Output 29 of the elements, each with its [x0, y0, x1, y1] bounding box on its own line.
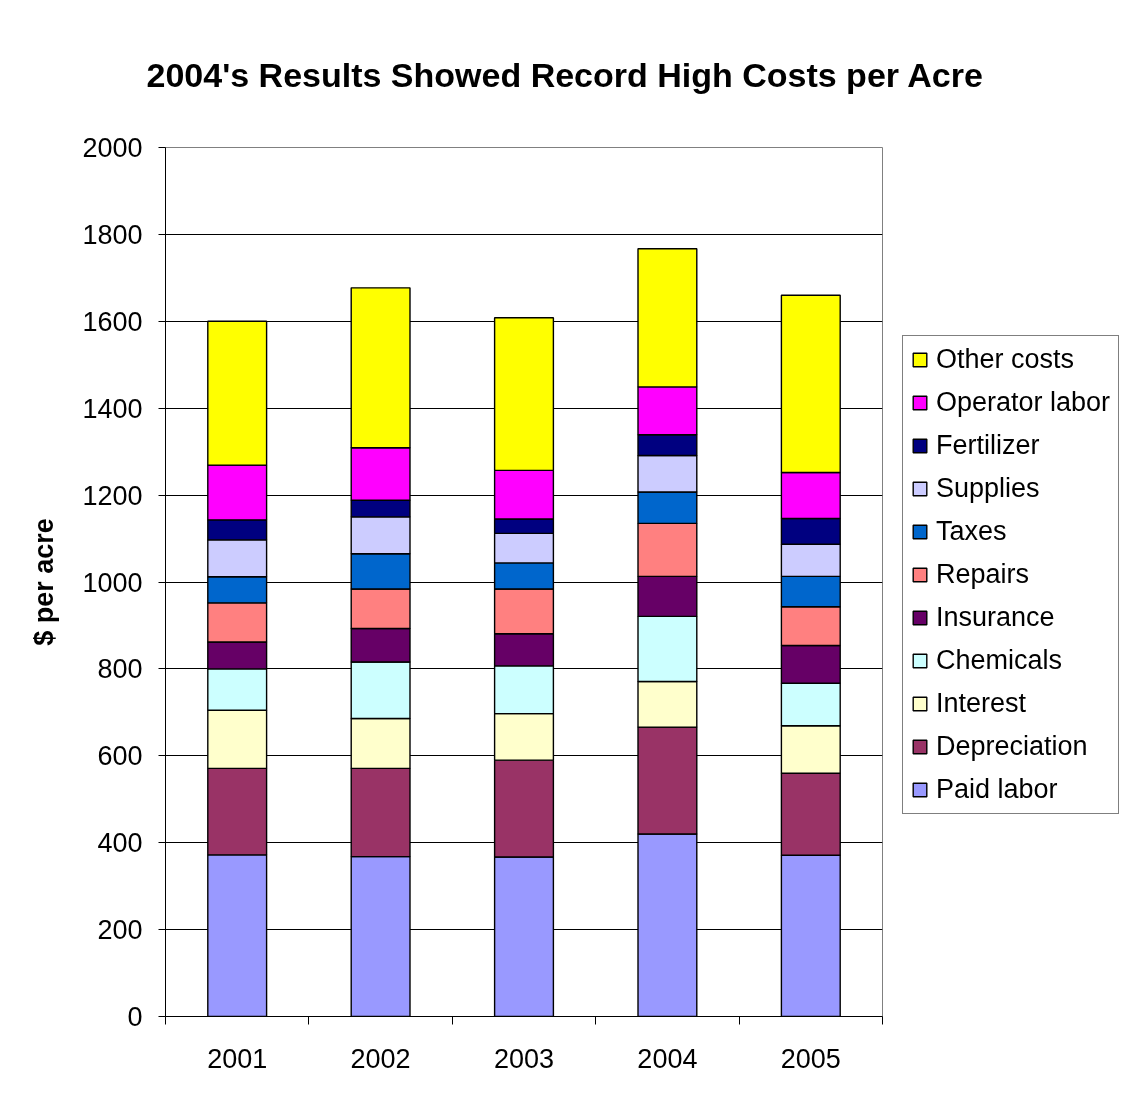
- y-tick-label: 2000: [82, 133, 143, 163]
- legend-label: Interest: [936, 688, 1027, 719]
- y-tick-label: 1400: [82, 393, 143, 424]
- y-tick-label: 800: [97, 654, 143, 685]
- y-tick-label: 1600: [82, 306, 143, 337]
- x-tick-label: 2001: [207, 1043, 268, 1074]
- y-tick-label: 200: [97, 915, 143, 946]
- x-tick-label: 2002: [350, 1043, 411, 1074]
- chart-title: 2004's Results Showed Record High Costs per Acre: [146, 55, 983, 94]
- y-tick-label: 400: [97, 828, 143, 859]
- x-tick-label: 2004: [637, 1043, 698, 1074]
- legend-label: Repairs: [936, 559, 1030, 590]
- legend-label: Taxes: [936, 516, 1007, 547]
- legend-label: Paid labor: [936, 774, 1058, 805]
- legend-label: Chemicals: [936, 645, 1063, 676]
- y-tick-label: 1200: [82, 480, 143, 511]
- y-tick-label: 600: [97, 741, 143, 772]
- legend-label: Insurance: [936, 602, 1055, 633]
- x-tick-label: 2005: [780, 1043, 841, 1074]
- y-tick-label: 0: [127, 1002, 143, 1032]
- legend-label: Other costs: [936, 344, 1075, 375]
- y-tick-label: 1000: [82, 567, 143, 598]
- y-tick-label: 1800: [82, 219, 143, 250]
- y-axis-title: $ per acre: [29, 518, 60, 646]
- x-tick-label: 2003: [493, 1043, 555, 1074]
- legend-label: Fertilizer: [936, 430, 1040, 461]
- legend-label: Operator labor: [936, 387, 1111, 418]
- legend-label: Supplies: [936, 473, 1040, 504]
- legend-label: Depreciation: [936, 731, 1088, 762]
